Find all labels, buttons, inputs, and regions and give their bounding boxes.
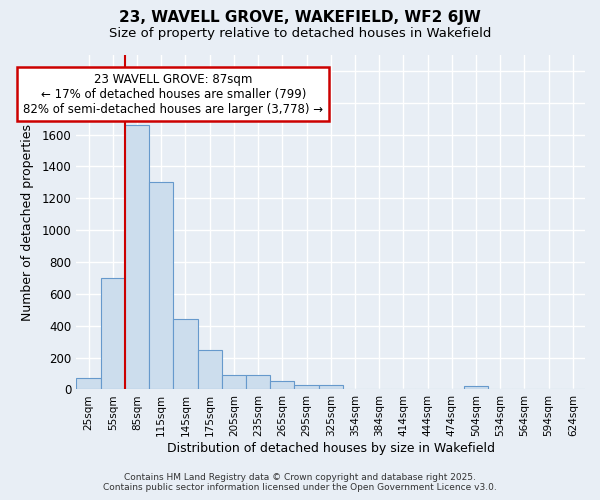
Bar — [125, 125, 149, 390]
Bar — [197, 350, 222, 390]
Text: 23 WAVELL GROVE: 87sqm
← 17% of detached houses are smaller (799)
82% of semi-de: 23 WAVELL GROVE: 87sqm ← 17% of detached… — [23, 72, 323, 116]
Bar — [173, 320, 197, 390]
Bar — [464, 386, 488, 390]
Bar — [149, 182, 173, 390]
Bar — [101, 278, 125, 390]
Bar — [222, 375, 246, 390]
X-axis label: Distribution of detached houses by size in Wakefield: Distribution of detached houses by size … — [167, 442, 495, 455]
Bar — [319, 386, 343, 390]
Bar — [295, 384, 319, 390]
Y-axis label: Number of detached properties: Number of detached properties — [20, 124, 34, 320]
Bar — [246, 375, 270, 390]
Bar — [76, 378, 101, 390]
Text: Contains HM Land Registry data © Crown copyright and database right 2025.
Contai: Contains HM Land Registry data © Crown c… — [103, 473, 497, 492]
Text: 23, WAVELL GROVE, WAKEFIELD, WF2 6JW: 23, WAVELL GROVE, WAKEFIELD, WF2 6JW — [119, 10, 481, 25]
Bar — [270, 382, 295, 390]
Text: Size of property relative to detached houses in Wakefield: Size of property relative to detached ho… — [109, 28, 491, 40]
